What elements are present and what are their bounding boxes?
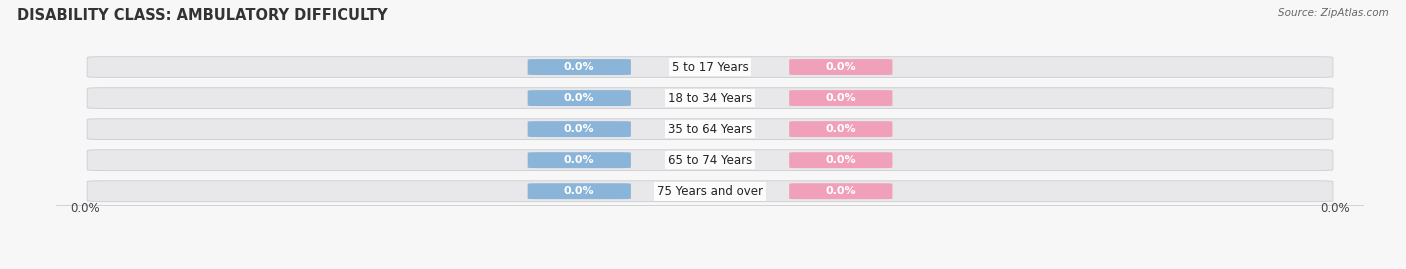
FancyBboxPatch shape [527, 152, 631, 168]
Text: 0.0%: 0.0% [825, 62, 856, 72]
FancyBboxPatch shape [527, 183, 631, 199]
Text: 0.0%: 0.0% [1320, 202, 1350, 215]
FancyBboxPatch shape [527, 59, 631, 75]
FancyBboxPatch shape [789, 152, 893, 168]
FancyBboxPatch shape [87, 181, 1333, 201]
Text: 0.0%: 0.0% [70, 202, 100, 215]
FancyBboxPatch shape [87, 150, 1333, 171]
Text: 0.0%: 0.0% [825, 186, 856, 196]
Text: 35 to 64 Years: 35 to 64 Years [668, 123, 752, 136]
Text: 18 to 34 Years: 18 to 34 Years [668, 91, 752, 105]
Text: Source: ZipAtlas.com: Source: ZipAtlas.com [1278, 8, 1389, 18]
Text: 0.0%: 0.0% [825, 124, 856, 134]
Text: 5 to 17 Years: 5 to 17 Years [672, 61, 748, 73]
Text: 0.0%: 0.0% [564, 124, 595, 134]
Text: 0.0%: 0.0% [564, 62, 595, 72]
FancyBboxPatch shape [789, 90, 893, 106]
FancyBboxPatch shape [87, 119, 1333, 140]
FancyBboxPatch shape [789, 121, 893, 137]
Text: 65 to 74 Years: 65 to 74 Years [668, 154, 752, 167]
FancyBboxPatch shape [87, 88, 1333, 108]
Text: 0.0%: 0.0% [825, 155, 856, 165]
FancyBboxPatch shape [87, 57, 1333, 77]
Text: DISABILITY CLASS: AMBULATORY DIFFICULTY: DISABILITY CLASS: AMBULATORY DIFFICULTY [17, 8, 388, 23]
Text: 75 Years and over: 75 Years and over [657, 185, 763, 198]
Text: 0.0%: 0.0% [564, 186, 595, 196]
FancyBboxPatch shape [527, 90, 631, 106]
FancyBboxPatch shape [789, 59, 893, 75]
Text: 0.0%: 0.0% [564, 93, 595, 103]
FancyBboxPatch shape [527, 121, 631, 137]
FancyBboxPatch shape [789, 183, 893, 199]
Text: 0.0%: 0.0% [564, 155, 595, 165]
Text: 0.0%: 0.0% [825, 93, 856, 103]
